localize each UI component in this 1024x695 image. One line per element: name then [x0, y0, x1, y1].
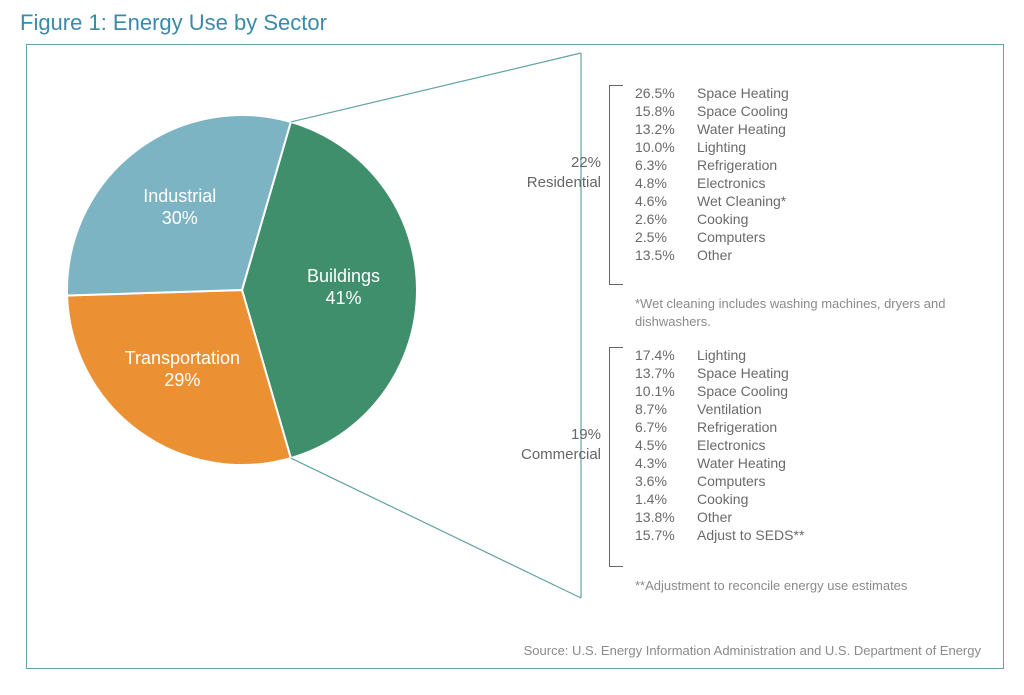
row-pct: 1.4%	[635, 491, 697, 509]
row-label: Space Cooling	[697, 103, 799, 121]
table-row: 6.3%Refrigeration	[635, 157, 799, 175]
residential-bracket	[609, 85, 623, 285]
row-pct: 13.2%	[635, 121, 697, 139]
table-row: 13.7%Space Heating	[635, 365, 814, 383]
table-row: 6.7%Refrigeration	[635, 419, 814, 437]
residential-table: 26.5%Space Heating15.8%Space Cooling13.2…	[635, 85, 799, 265]
slice-label-buildings: Buildings	[307, 266, 380, 286]
commercial-table: 17.4%Lighting13.7%Space Heating10.1%Spac…	[635, 347, 814, 545]
slice-pct-transportation: 29%	[164, 370, 200, 390]
slice-pct-buildings: 41%	[325, 288, 361, 308]
pie-chart: Buildings41% Transportation29% Industrial3…	[57, 105, 427, 475]
row-label: Refrigeration	[697, 419, 814, 437]
row-label: Space Heating	[697, 365, 814, 383]
row-pct: 10.0%	[635, 139, 697, 157]
row-pct: 4.6%	[635, 193, 697, 211]
row-pct: 3.6%	[635, 473, 697, 491]
source-line: Source: U.S. Energy Information Administ…	[524, 643, 981, 658]
table-row: 10.1%Space Cooling	[635, 383, 814, 401]
row-label: Computers	[697, 229, 799, 247]
row-label: Computers	[697, 473, 814, 491]
row-label: Water Heating	[697, 455, 814, 473]
row-pct: 13.8%	[635, 509, 697, 527]
row-label: Other	[697, 247, 799, 265]
residential-footnote: *Wet cleaning includes washing machines,…	[635, 295, 965, 330]
table-row: 15.7%Adjust to SEDS**	[635, 527, 814, 545]
row-label: Other	[697, 509, 814, 527]
slice-pct-industrial: 30%	[162, 208, 198, 228]
row-label: Electronics	[697, 437, 814, 455]
table-row: 4.5%Electronics	[635, 437, 814, 455]
slice-label-industrial: Industrial	[143, 186, 216, 206]
row-pct: 8.7%	[635, 401, 697, 419]
residential-pct: 22%	[571, 154, 601, 171]
row-label: Cooking	[697, 211, 799, 229]
row-pct: 4.8%	[635, 175, 697, 193]
table-row: 26.5%Space Heating	[635, 85, 799, 103]
row-pct: 6.7%	[635, 419, 697, 437]
table-row: 4.8%Electronics	[635, 175, 799, 193]
row-label: Wet Cleaning*	[697, 193, 799, 211]
row-label: Cooking	[697, 491, 814, 509]
row-pct: 6.3%	[635, 157, 697, 175]
table-row: 13.2%Water Heating	[635, 121, 799, 139]
slice-label-transportation: Transportation	[125, 348, 240, 368]
table-row: 3.6%Computers	[635, 473, 814, 491]
row-pct: 15.7%	[635, 527, 697, 545]
table-row: 13.8%Other	[635, 509, 814, 527]
row-pct: 13.5%	[635, 247, 697, 265]
table-row: 17.4%Lighting	[635, 347, 814, 365]
row-label: Adjust to SEDS**	[697, 527, 814, 545]
row-pct: 13.7%	[635, 365, 697, 383]
row-label: Lighting	[697, 139, 799, 157]
residential-header: 22% Residential	[507, 153, 601, 194]
table-row: 15.8%Space Cooling	[635, 103, 799, 121]
row-pct: 26.5%	[635, 85, 697, 103]
row-pct: 4.5%	[635, 437, 697, 455]
commercial-header: 19% Commercial	[507, 425, 601, 466]
commercial-footnote: **Adjustment to reconcile energy use est…	[635, 577, 965, 595]
row-label: Ventilation	[697, 401, 814, 419]
row-label: Space Heating	[697, 85, 799, 103]
row-pct: 15.8%	[635, 103, 697, 121]
row-label: Refrigeration	[697, 157, 799, 175]
commercial-pct: 19%	[571, 426, 601, 443]
callout-line	[291, 458, 581, 598]
chart-panel: Buildings41%Transportation29%Industrial3…	[26, 44, 1004, 669]
row-label: Water Heating	[697, 121, 799, 139]
table-row: 8.7%Ventilation	[635, 401, 814, 419]
table-row: 1.4%Cooking	[635, 491, 814, 509]
table-row: 2.6%Cooking	[635, 211, 799, 229]
row-label: Lighting	[697, 347, 814, 365]
row-pct: 2.6%	[635, 211, 697, 229]
table-row: 10.0%Lighting	[635, 139, 799, 157]
row-pct: 4.3%	[635, 455, 697, 473]
table-row: 4.3%Water Heating	[635, 455, 814, 473]
table-row: 2.5%Computers	[635, 229, 799, 247]
figure-title: Figure 1: Energy Use by Sector	[0, 0, 1024, 44]
row-label: Electronics	[697, 175, 799, 193]
commercial-label: Commercial	[521, 446, 601, 463]
row-pct: 2.5%	[635, 229, 697, 247]
table-row: 4.6%Wet Cleaning*	[635, 193, 799, 211]
residential-label: Residential	[527, 174, 601, 191]
row-label: Space Cooling	[697, 383, 814, 401]
row-pct: 17.4%	[635, 347, 697, 365]
commercial-bracket	[609, 347, 623, 567]
row-pct: 10.1%	[635, 383, 697, 401]
table-row: 13.5%Other	[635, 247, 799, 265]
